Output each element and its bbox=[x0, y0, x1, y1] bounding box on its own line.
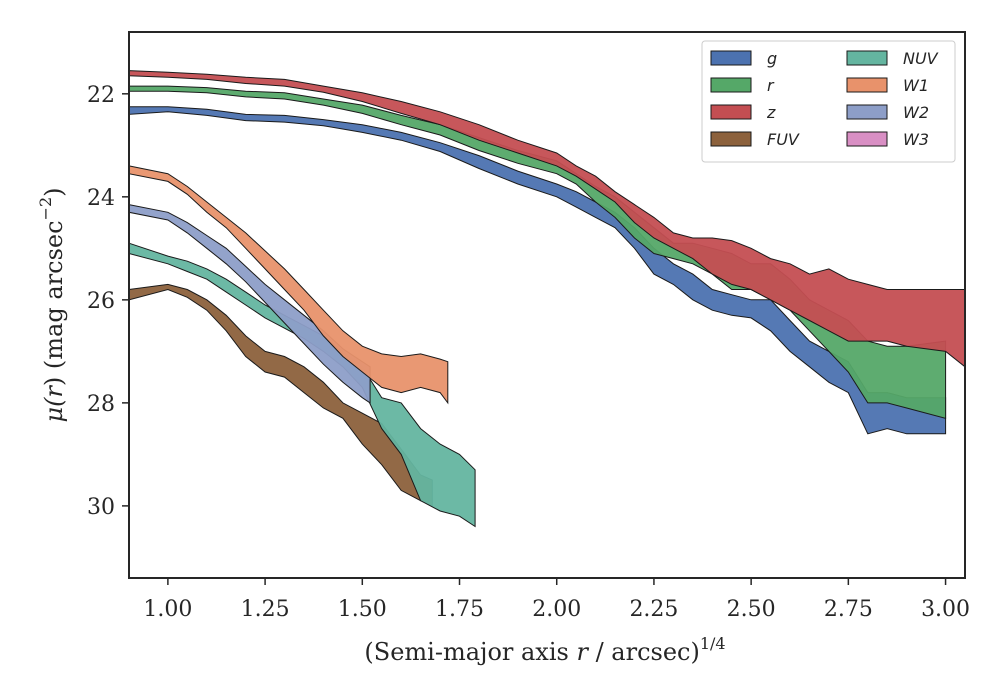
x-axis-title: (Semi-major axis r / arcsec)1/4 bbox=[364, 634, 725, 666]
y-axis-title: μ(r) (mag arcsec−2) bbox=[36, 187, 68, 422]
x-axis-title-mid: / arcsec) bbox=[588, 638, 700, 666]
legend-box bbox=[701, 40, 956, 163]
legend-swatch-w1 bbox=[846, 77, 888, 93]
y-tick-label: 26 bbox=[87, 289, 115, 314]
y-tick-layer: 22 24 26 28 30 bbox=[87, 83, 129, 520]
x-tick-label: 2.50 bbox=[727, 597, 776, 622]
x-axis-title-pre: (Semi-major axis bbox=[364, 638, 576, 666]
band-w1 bbox=[128, 165, 449, 405]
y-tick-label: 24 bbox=[87, 186, 115, 211]
x-tick-layer: 1.00 1.25 1.50 1.75 2.00 2.25 2.50 2.75 3.00 bbox=[143, 578, 970, 622]
band-layer bbox=[128, 70, 966, 528]
y-axis-title-sup: −2 bbox=[36, 197, 55, 221]
y-axis-title-close: ) bbox=[40, 187, 68, 196]
legend: grz FUV NUV W1 W2 W3 bbox=[701, 40, 956, 163]
x-tick-label: 2.75 bbox=[824, 597, 873, 622]
x-tick-label: 1.50 bbox=[338, 597, 387, 622]
legend-swatch-r bbox=[710, 77, 752, 93]
x-axis-title-var: r bbox=[576, 638, 589, 666]
x-tick-label: 2.00 bbox=[532, 597, 581, 622]
x-tick-label: 1.00 bbox=[143, 597, 192, 622]
y-tick-label: 28 bbox=[87, 392, 115, 417]
plot-frame bbox=[128, 31, 966, 579]
legend-swatch-w2 bbox=[846, 104, 888, 120]
legend-label-nuv: NUV bbox=[903, 49, 939, 68]
x-tick-label: 2.25 bbox=[629, 597, 678, 622]
x-axis-title-sup: 1/4 bbox=[700, 634, 726, 653]
y-axis-title-var: r bbox=[40, 385, 68, 398]
x-tick-label: 1.75 bbox=[435, 597, 484, 622]
legend-label-w3: W3 bbox=[903, 130, 929, 149]
legend-swatch-z bbox=[710, 104, 752, 120]
x-tick-label: 3.00 bbox=[921, 597, 970, 622]
y-tick-label: 22 bbox=[87, 83, 115, 108]
band-nuv bbox=[128, 242, 476, 528]
legend-label-g: g bbox=[767, 49, 777, 68]
y-tick-label: 30 bbox=[87, 495, 115, 520]
legend-label-r: r bbox=[767, 76, 775, 95]
legend-swatch-w3 bbox=[846, 131, 888, 147]
y-axis-title-mu: μ( bbox=[40, 397, 68, 423]
legend-label-w1: W1 bbox=[903, 76, 929, 95]
x-tick-label: 1.25 bbox=[241, 597, 290, 622]
legend-swatch-g bbox=[710, 50, 752, 66]
legend-label-z: z bbox=[766, 103, 776, 122]
band-g bbox=[128, 106, 947, 435]
legend-label-w2: W2 bbox=[903, 103, 929, 122]
band-w2 bbox=[128, 203, 371, 404]
legend-label-fuv: FUV bbox=[767, 130, 800, 149]
legend-swatch-fuv bbox=[710, 131, 752, 147]
y-axis-title-post: ) (mag arcsec bbox=[40, 220, 68, 386]
legend-swatch-nuv bbox=[846, 50, 888, 66]
